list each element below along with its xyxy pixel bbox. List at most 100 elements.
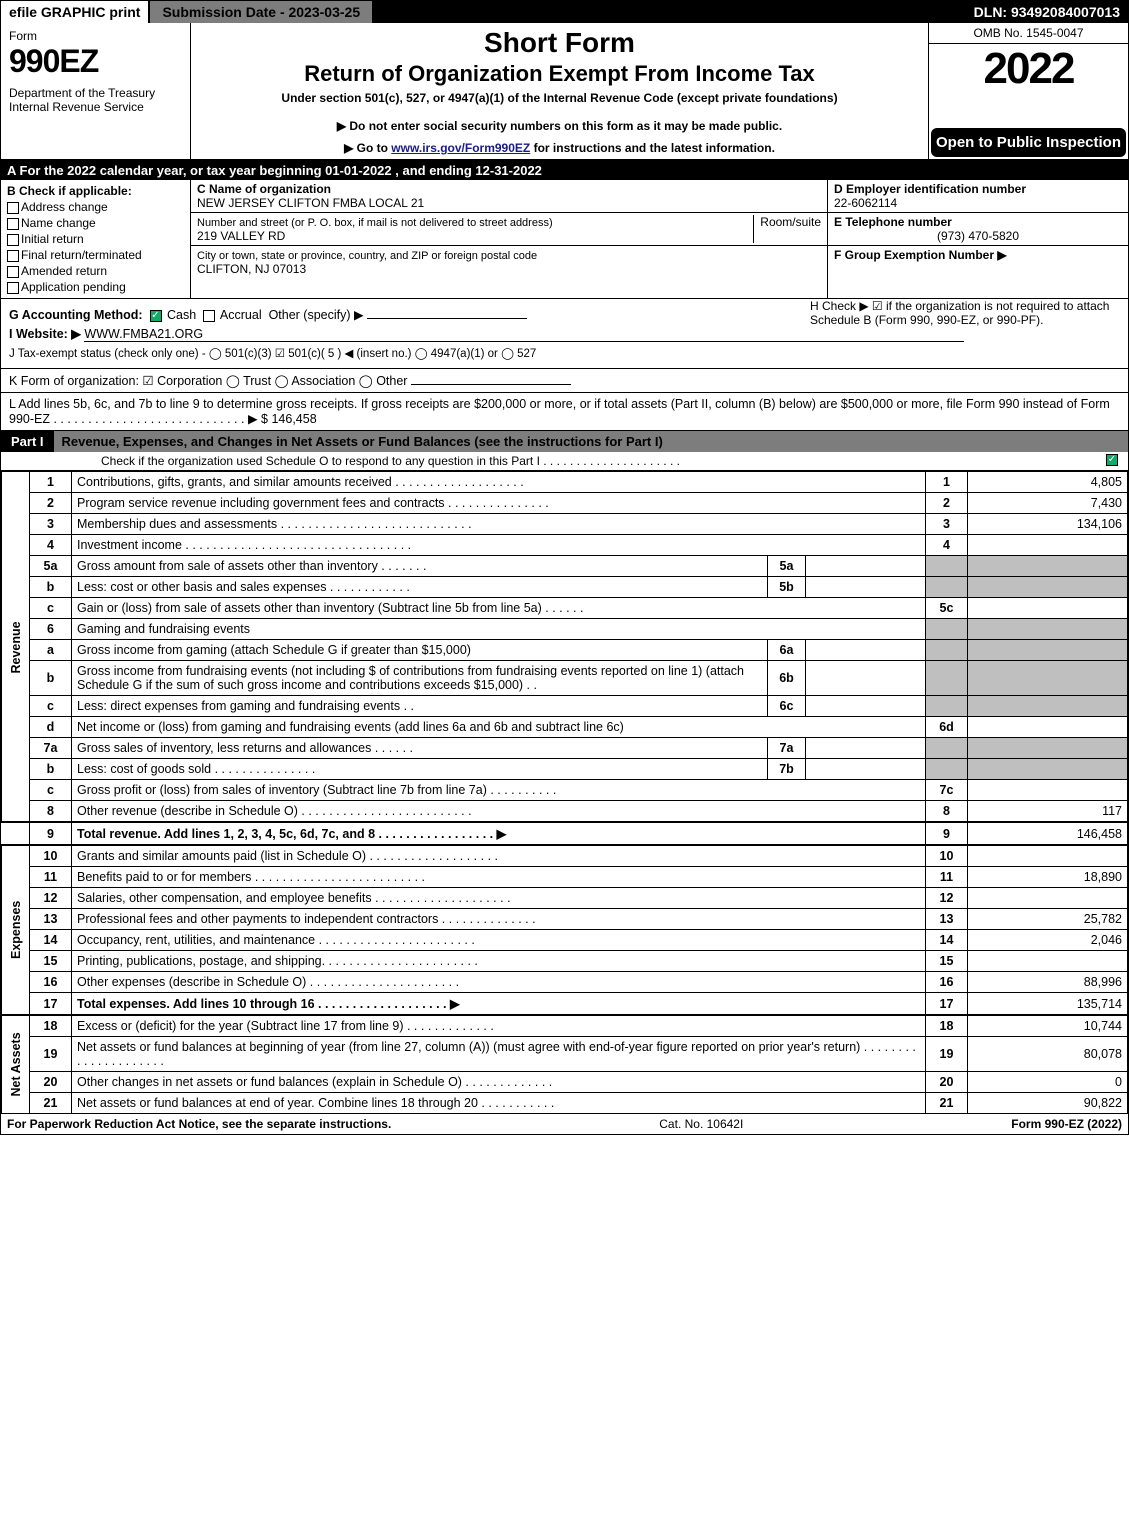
l6b-mv [806,661,926,696]
form-no-footer: Form 990-EZ (2022) [1011,1117,1122,1131]
header-right: OMB No. 1545-0047 2022 Open to Public In… [928,23,1128,159]
l5a-num: 5a [30,556,72,577]
line-15: 15Printing, publications, postage, and s… [2,951,1128,972]
l17-lab: 17 [926,993,968,1016]
l17-amt: 135,714 [968,993,1128,1016]
l14-desc: Occupancy, rent, utilities, and maintena… [72,930,926,951]
rev-spacer [2,822,30,845]
line-5c: c Gain or (loss) from sale of assets oth… [2,598,1128,619]
l8-num: 8 [30,801,72,823]
line-5b: b Less: cost or other basis and sales ex… [2,577,1128,598]
l20-amt: 0 [968,1072,1128,1093]
l6c-shade2 [968,696,1128,717]
l6-shade2 [968,619,1128,640]
line-7c: c Gross profit or (loss) from sales of i… [2,780,1128,801]
l17-desc: Total expenses. Add lines 10 through 16 … [72,993,926,1016]
ssn-note: ▶ Do not enter social security numbers o… [199,119,920,133]
l20-num: 20 [30,1072,72,1093]
line-10: Expenses 10 Grants and similar amounts p… [2,845,1128,867]
cb-address-change[interactable]: Address change [7,200,184,214]
header-mid: Short Form Return of Organization Exempt… [191,23,928,159]
k-other-input[interactable] [411,384,571,385]
l7c-num: c [30,780,72,801]
l6b-shade1 [926,661,968,696]
l7a-shade2 [968,738,1128,759]
l3-desc: Membership dues and assessments . . . . … [72,514,926,535]
c-city-value: CLIFTON, NJ 07013 [197,262,306,276]
c-street-row: Number and street (or P. O. box, if mail… [191,213,827,246]
l19-amt: 80,078 [968,1037,1128,1072]
l14-num: 14 [30,930,72,951]
l7a-mv [806,738,926,759]
form-label: Form [9,29,182,43]
l8-amt: 117 [968,801,1128,823]
l7b-ml: 7b [768,759,806,780]
cb-name-change[interactable]: Name change [7,216,184,230]
g-opt-other: Other (specify) ▶ [269,308,364,322]
g-accrual-check[interactable] [203,310,215,322]
l12-lab: 12 [926,888,968,909]
c-name-label: C Name of organization [197,182,331,196]
l6c-mv [806,696,926,717]
line-18: Net Assets 18Excess or (deficit) for the… [2,1015,1128,1037]
submission-date: Submission Date - 2023-03-25 [150,1,374,23]
l6a-ml: 6a [768,640,806,661]
l16-amt: 88,996 [968,972,1128,993]
header-left: Form 990EZ Department of the Treasury In… [1,23,191,159]
l7c-lab: 7c [926,780,968,801]
omb-number: OMB No. 1545-0047 [929,23,1128,44]
f-label: F Group Exemption Number ▶ [834,248,1007,262]
l10-amt [968,845,1128,867]
l5c-lab: 5c [926,598,968,619]
g-other-input[interactable] [367,318,527,319]
l7b-mv [806,759,926,780]
l5b-ml: 5b [768,577,806,598]
line-2: 2 Program service revenue including gove… [2,493,1128,514]
l16-desc: Other expenses (describe in Schedule O) … [72,972,926,993]
g-opt-accrual: Accrual [220,308,262,322]
g-label: G Accounting Method: [9,308,143,322]
l7b-desc: Less: cost of goods sold . . . . . . . .… [72,759,768,780]
cb-final-return[interactable]: Final return/terminated [7,248,184,262]
irs-link[interactable]: www.irs.gov/Form990EZ [391,141,530,155]
schedule-o-check[interactable]: ✓ [1106,454,1118,466]
l16-num: 16 [30,972,72,993]
cb-application-pending[interactable]: Application pending [7,280,184,294]
l12-desc: Salaries, other compensation, and employ… [72,888,926,909]
cb-initial-return[interactable]: Initial return [7,232,184,246]
l9-lab: 9 [926,822,968,845]
l6-desc: Gaming and fundraising events [72,619,926,640]
goto-link-line: ▶ Go to www.irs.gov/Form990EZ for instru… [199,141,920,155]
l13-lab: 13 [926,909,968,930]
l5b-num: b [30,577,72,598]
c-city-label: City or town, state or province, country… [197,250,537,262]
line-6d: d Net income or (loss) from gaming and f… [2,717,1128,738]
line-17: 17Total expenses. Add lines 10 through 1… [2,993,1128,1016]
cb-amended-return[interactable]: Amended return [7,264,184,278]
l5a-shade1 [926,556,968,577]
l7a-desc: Gross sales of inventory, less returns a… [72,738,768,759]
l11-amt: 18,890 [968,867,1128,888]
l4-num: 4 [30,535,72,556]
netassets-section-label: Net Assets [2,1015,30,1114]
l7c-amt [968,780,1128,801]
i-line: I Website: ▶ WWW.FMBA21.ORG [9,326,1120,342]
g-cash-check[interactable]: ✓ [150,310,162,322]
l5b-mv [806,577,926,598]
l19-desc: Net assets or fund balances at beginning… [72,1037,926,1072]
l12-num: 12 [30,888,72,909]
l13-desc: Professional fees and other payments to … [72,909,926,930]
l4-lab: 4 [926,535,968,556]
l21-amt: 90,822 [968,1093,1128,1114]
i-website[interactable]: WWW.FMBA21.ORG [84,327,964,342]
l7a-num: 7a [30,738,72,759]
efile-print-label[interactable]: efile GRAPHIC print [1,1,150,23]
line-6c: c Less: direct expenses from gaming and … [2,696,1128,717]
line-8: 8 Other revenue (describe in Schedule O)… [2,801,1128,823]
l7a-shade1 [926,738,968,759]
l1-amt: 4,805 [968,472,1128,493]
cat-no: Cat. No. 10642I [391,1117,1011,1131]
e-label: E Telephone number [834,215,952,229]
line-11: 11Benefits paid to or for members . . . … [2,867,1128,888]
l2-desc: Program service revenue including govern… [72,493,926,514]
